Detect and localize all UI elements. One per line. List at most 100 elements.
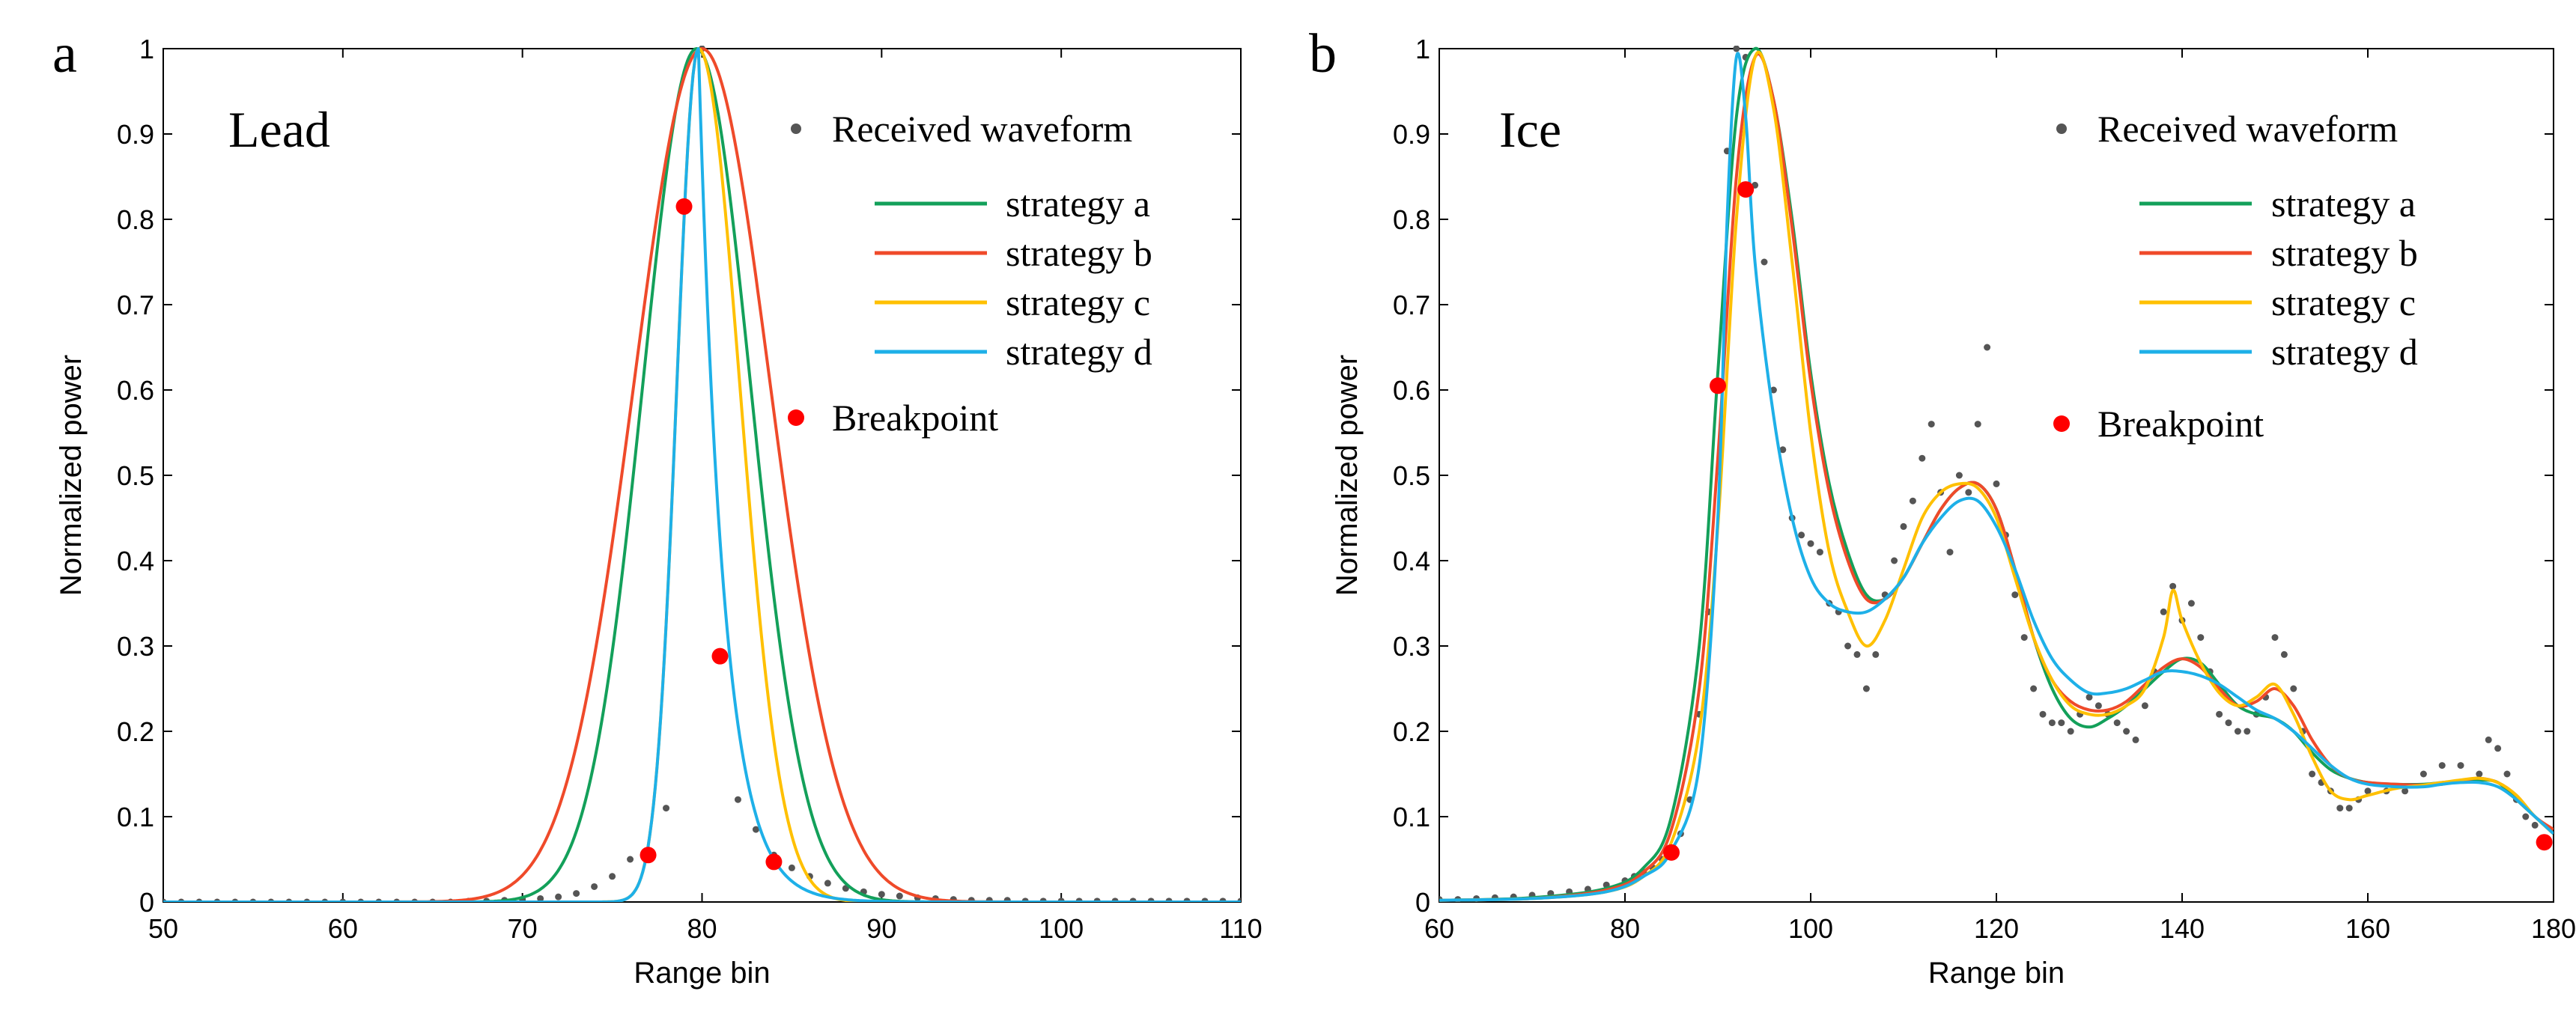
x-tick-label: 100 <box>1788 913 1833 944</box>
received-waveform-point <box>1798 531 1805 539</box>
panel-tag-b: b <box>1309 23 1337 85</box>
panel-tag-a: a <box>52 23 77 85</box>
x-tick-label: 60 <box>1424 913 1454 944</box>
strategy-c-curve <box>1439 50 2554 902</box>
y-tick-label: 0.3 <box>117 631 154 662</box>
legend-strategy-b-label: strategy b <box>1006 232 1152 274</box>
y-tick-label: 0.9 <box>1393 119 1430 150</box>
plot-area <box>163 46 1241 902</box>
y-tick-label: 0 <box>1415 887 1430 918</box>
received-waveform-point <box>2197 634 2205 641</box>
received-waveform-point <box>896 892 903 900</box>
x-tick-label: 100 <box>1039 913 1084 944</box>
received-waveform-point <box>1853 650 1861 658</box>
panel-title-ice: Ice <box>1499 101 1561 158</box>
received-waveform-point <box>2123 728 2130 735</box>
received-waveform-point <box>627 856 634 863</box>
breakpoint-marker <box>765 853 783 871</box>
received-waveform-point <box>734 796 741 803</box>
y-tick-label: 0.9 <box>117 119 154 150</box>
received-waveform-point <box>2476 770 2483 778</box>
y-tick-label: 0.6 <box>117 375 154 406</box>
received-waveform-point <box>878 891 885 898</box>
received-waveform-point <box>2187 600 2195 607</box>
y-tick-label: 0.5 <box>117 460 154 491</box>
received-waveform-point <box>537 894 544 902</box>
received-waveform-point <box>2364 787 2372 795</box>
strategy-d-curve <box>163 47 1241 902</box>
y-tick-label: 0.4 <box>1393 546 1430 576</box>
received-waveform-point <box>1872 650 1880 658</box>
strategy-b-curve <box>1439 52 2554 902</box>
strategy-d-curve <box>1439 52 2554 902</box>
received-waveform-point <box>2345 805 2353 812</box>
x-axis-label: Range bin <box>1928 957 2065 990</box>
received-waveform-point <box>2086 693 2093 701</box>
breakpoint-marker <box>675 198 693 215</box>
y-tick-label: 0.3 <box>1393 631 1430 662</box>
y-tick-label: 0.8 <box>1393 204 1430 235</box>
received-waveform-point <box>2457 762 2464 769</box>
x-tick-label: 140 <box>2160 913 2205 944</box>
y-tick-label: 0.7 <box>1393 290 1430 320</box>
received-waveform-point <box>2438 762 2446 769</box>
received-waveform-point <box>2141 702 2148 710</box>
received-waveform-point <box>1862 685 1870 692</box>
y-tick-label: 0.2 <box>117 716 154 747</box>
received-waveform-point <box>591 883 598 890</box>
received-waveform-point <box>1946 549 1954 556</box>
received-waveform-point <box>1909 497 1916 505</box>
breakpoint-marker <box>1663 844 1680 861</box>
received-waveform-point <box>1770 386 1777 394</box>
y-tick-label: 0.1 <box>117 802 154 832</box>
x-tick-label: 60 <box>328 913 358 944</box>
legend-breakpoint-marker <box>2053 415 2070 432</box>
breakpoint-marker <box>640 847 657 864</box>
received-waveform-point <box>2244 728 2251 735</box>
received-waveform-point <box>2113 719 2121 727</box>
received-waveform-point <box>2169 582 2177 590</box>
y-axis-label: Normalized power <box>1331 355 1364 596</box>
panel-title-lead: Lead <box>228 101 330 158</box>
legend-strategy-a-label: strategy a <box>1006 183 1150 225</box>
legend-received-label: Received waveform <box>832 108 1132 150</box>
y-tick-label: 0.6 <box>1393 375 1430 406</box>
y-tick-label: 1 <box>1415 34 1430 64</box>
received-waveform-point <box>2280 650 2288 658</box>
y-tick-label: 0.2 <box>1393 716 1430 747</box>
y-tick-label: 1 <box>139 34 154 64</box>
x-tick-label: 90 <box>866 913 896 944</box>
received-waveform-point <box>2531 821 2539 829</box>
received-waveform-point <box>2216 710 2223 718</box>
received-waveform-point <box>2419 770 2427 778</box>
x-tick-label: 160 <box>2345 913 2390 944</box>
received-waveform-point <box>2132 736 2139 743</box>
panel-a-lead-chart: a 0 0.1 0.2 0.3 0.4 0.5 0.6 0.7 0.8 0.9 1 50 60 70 80 90… <box>52 23 1263 990</box>
received-waveform-point <box>1900 522 1907 530</box>
legend-strategy-c-label: strategy c <box>2271 281 2416 323</box>
received-waveform-point <box>609 873 616 880</box>
x-tick-label: 80 <box>1610 913 1640 944</box>
received-waveform-point <box>1844 642 1852 650</box>
breakpoint-marker <box>2536 834 2553 851</box>
y-tick-label: 0.1 <box>1393 802 1430 832</box>
received-waveform-point <box>2309 770 2316 778</box>
received-waveform-point <box>2039 710 2047 718</box>
x-tick-label: 70 <box>508 913 538 944</box>
received-waveform-point <box>1919 454 1926 462</box>
received-waveform-point <box>573 890 580 897</box>
y-tick-label: 0 <box>139 887 154 918</box>
received-waveform-point <box>2271 634 2279 641</box>
x-tick-label: 110 <box>1219 913 1262 944</box>
legend-breakpoint-label: Breakpoint <box>2097 403 2264 445</box>
y-tick-label: 0.7 <box>117 290 154 320</box>
strategy-b-curve <box>163 47 1241 902</box>
received-waveform-point <box>1928 421 1935 428</box>
legend-breakpoint-marker <box>788 409 804 426</box>
legend-received-label: Received waveform <box>2097 108 2398 150</box>
received-waveform-point <box>1733 46 1740 52</box>
received-waveform-point <box>2160 608 2167 615</box>
strategy-c-curve <box>163 47 1241 902</box>
